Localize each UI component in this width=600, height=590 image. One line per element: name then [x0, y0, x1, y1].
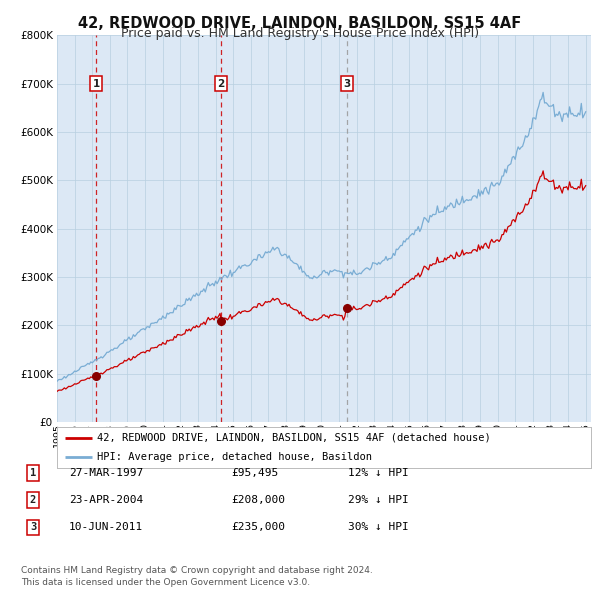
Text: 42, REDWOOD DRIVE, LAINDON, BASILDON, SS15 4AF: 42, REDWOOD DRIVE, LAINDON, BASILDON, SS…	[79, 16, 521, 31]
Text: 12% ↓ HPI: 12% ↓ HPI	[348, 468, 409, 478]
Text: HPI: Average price, detached house, Basildon: HPI: Average price, detached house, Basi…	[97, 452, 372, 462]
Text: 10-JUN-2011: 10-JUN-2011	[69, 523, 143, 532]
Text: 27-MAR-1997: 27-MAR-1997	[69, 468, 143, 478]
Text: 29% ↓ HPI: 29% ↓ HPI	[348, 496, 409, 505]
Text: 30% ↓ HPI: 30% ↓ HPI	[348, 523, 409, 532]
Text: 3: 3	[343, 78, 350, 88]
Text: 2: 2	[217, 78, 225, 88]
Text: 3: 3	[30, 523, 36, 532]
Text: £235,000: £235,000	[231, 523, 285, 532]
Text: 1: 1	[30, 468, 36, 478]
Text: 23-APR-2004: 23-APR-2004	[69, 496, 143, 505]
Text: 42, REDWOOD DRIVE, LAINDON, BASILDON, SS15 4AF (detached house): 42, REDWOOD DRIVE, LAINDON, BASILDON, SS…	[97, 432, 491, 442]
Text: Price paid vs. HM Land Registry's House Price Index (HPI): Price paid vs. HM Land Registry's House …	[121, 27, 479, 40]
Text: £95,495: £95,495	[231, 468, 278, 478]
Text: 1: 1	[92, 78, 100, 88]
Text: 2: 2	[30, 496, 36, 505]
Text: £208,000: £208,000	[231, 496, 285, 505]
Text: Contains HM Land Registry data © Crown copyright and database right 2024.
This d: Contains HM Land Registry data © Crown c…	[21, 566, 373, 587]
